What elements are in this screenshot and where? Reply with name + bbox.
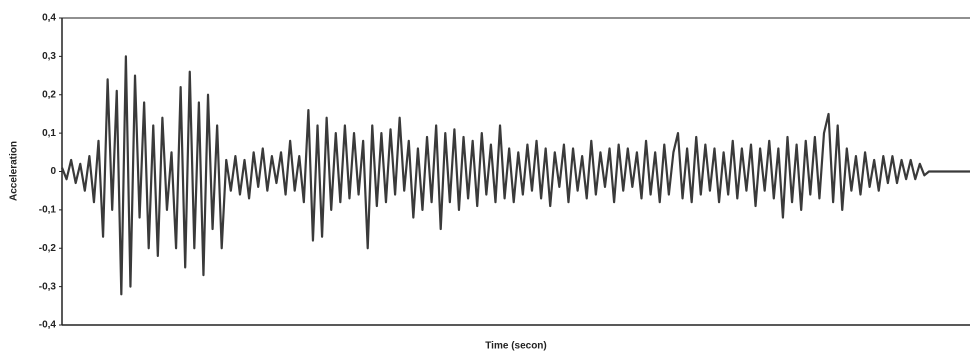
y-tick-label: 0,3 [42,51,56,62]
y-tick-label: 0,2 [42,89,56,100]
y-axis-title: Acceleration [9,141,20,201]
x-axis-title: Time (secon) [485,341,547,352]
y-tick-label: -0,1 [39,205,57,216]
data-line [60,55,970,296]
y-tick-label: -0,2 [39,243,57,254]
y-tick-label: -0,3 [39,281,57,292]
y-tick-label: -0,4 [39,320,57,331]
y-tick-label: 0,4 [42,13,56,24]
y-tick-label: 0,1 [42,128,56,139]
y-tick-label: 0 [50,166,56,177]
